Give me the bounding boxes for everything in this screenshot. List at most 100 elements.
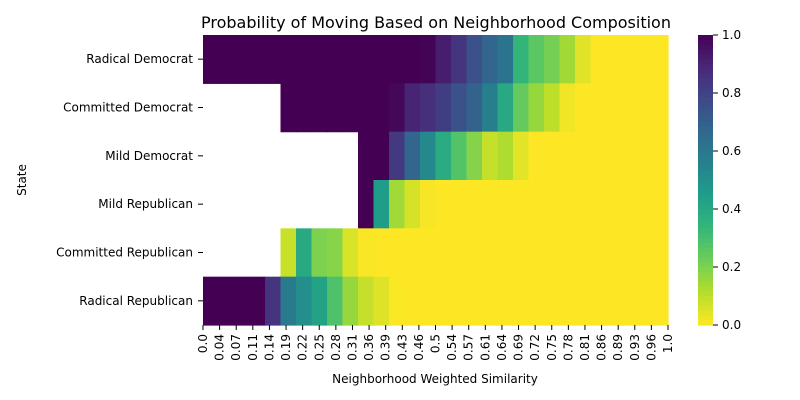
colorbar-segment [698,151,713,157]
heatmap-cell [637,228,654,278]
colorbar-tick-label: 0.0 [722,318,741,332]
x-tick-label: 0.19 [279,334,293,361]
x-tick-label: 0.75 [545,334,559,361]
colorbar-segment [698,262,713,268]
y-tick-label: Mild Republican [98,197,193,211]
x-tick-label: 0.61 [478,334,492,361]
heatmap-cell [575,276,592,326]
colorbar-segment [698,228,713,234]
colorbar-tick-label: 0.4 [722,202,741,216]
heatmap-cell [435,35,452,84]
colorbar-segment [698,218,713,225]
heatmap-cell [373,228,390,278]
x-tick-label: 0.81 [578,334,592,361]
colorbar-segment [698,213,713,220]
heatmap-cell [451,276,468,326]
heatmap-cell [513,131,530,181]
colorbar-segment [698,59,713,65]
colorbar-segment [698,49,713,55]
x-tick-label: 0.43 [395,334,409,361]
colorbar-segment [698,93,713,99]
heatmap-cell [466,131,483,181]
colorbar-segment [698,160,713,167]
colorbar-tick-label: 0.2 [722,260,741,274]
heatmap-cell [420,35,437,84]
colorbar-segment [698,78,713,84]
colorbar-segment [698,136,713,142]
heatmap-cell [389,228,406,278]
x-tick-label: 1.0 [661,334,675,353]
heatmap-cell [652,83,669,133]
heatmap-cell [389,35,406,84]
x-tick-label: 0.28 [329,334,343,361]
heatmap-cell [311,35,328,84]
colorbar-segment [698,112,713,118]
y-tick-label: Committed Republican [56,246,193,260]
heatmap-cell [606,276,623,326]
heatmap-cell [249,35,266,84]
colorbar-segment [698,194,713,200]
heatmap-cell [327,276,344,326]
x-tick-label: 0.31 [345,334,359,361]
heatmap-cell [637,276,654,326]
heatmap-cell [404,228,421,278]
heatmap-cell [373,180,390,229]
heatmap-cell [606,180,623,229]
colorbar-segment [698,271,713,278]
heatmap-cell [265,35,282,84]
heatmap-cell [311,83,328,133]
heatmap-cell [528,228,545,278]
colorbar-segment [698,223,713,229]
x-tick-label: 0.22 [296,334,310,361]
heatmap-cell [575,35,592,84]
heatmap-cell [280,276,297,326]
colorbar-segment [698,122,713,128]
colorbar-segment [698,296,713,302]
heatmap-cell [451,35,468,84]
heatmap-cell [420,131,437,181]
heatmap-cell [652,276,669,326]
heatmap-cell [575,131,592,181]
colorbar-segment [698,175,713,181]
heatmap-cell [265,276,282,326]
x-axis-label: Neighborhood Weighted Similarity [332,372,538,386]
heatmap-cell [358,83,375,133]
heatmap-cell [311,276,328,326]
heatmap-cell [389,180,406,229]
colorbar-segment [698,184,713,191]
heatmap-cell [637,35,654,84]
heatmap-cell [544,180,561,229]
heatmap-cell [482,276,499,326]
colorbar-segment [698,102,713,109]
colorbar-segment [698,204,713,210]
heatmap-cell [420,228,437,278]
heatmap-cell [482,228,499,278]
heatmap-cell [652,131,669,181]
x-tick-label: 0.64 [495,334,509,361]
heatmap-cell [342,228,359,278]
heatmap-cell [358,228,375,278]
heatmap-cell [435,180,452,229]
colorbar-tick-label: 0.8 [722,86,741,100]
x-tick-label: 0.57 [462,334,476,361]
heatmap-cell [420,276,437,326]
colorbar-segment [698,170,713,176]
colorbar-segment [698,199,713,205]
colorbar-segment [698,54,713,60]
heatmap-cell [559,83,576,133]
heatmap-cell [296,83,313,133]
heatmap-cell [451,180,468,229]
x-axis-ticks: 0.0 0.04 0.07 0.11 0.14 0.19 0.22 0.25 0.28 0.31 0… [196,325,675,361]
heatmap-cells [203,35,669,326]
heatmap-cell [497,83,514,133]
colorbar-segment [698,238,713,244]
heatmap-cell [358,35,375,84]
x-tick-label: 0.86 [595,334,609,361]
heatmap-cell [466,228,483,278]
heatmap-cell [637,83,654,133]
heatmap-cell [590,276,607,326]
heatmap-cell [606,35,623,84]
x-tick-label: 0.72 [528,334,542,361]
y-tick-label: Radical Democrat [86,52,193,66]
